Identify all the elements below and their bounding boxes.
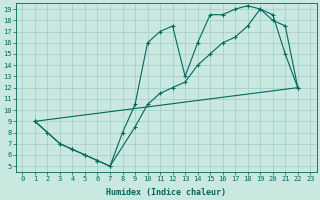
X-axis label: Humidex (Indice chaleur): Humidex (Indice chaleur) [106,188,226,197]
